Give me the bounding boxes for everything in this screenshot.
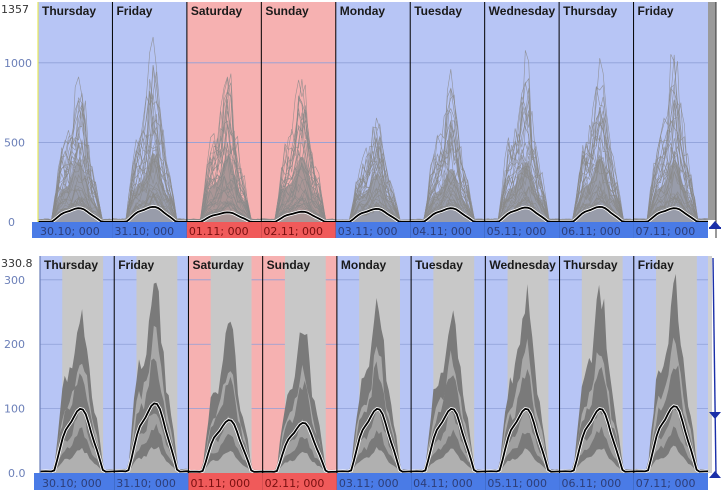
date-label: 03.11; 000: [338, 225, 398, 238]
profile-curve: [37, 91, 709, 222]
y-tick-label: 100: [4, 403, 25, 416]
date-bar-start: [34, 473, 40, 490]
day-label: Tuesday: [415, 258, 463, 272]
y-tick-label: 200: [4, 338, 25, 351]
profile-curve: [37, 79, 709, 222]
bottom-scroll-marker[interactable]: [709, 412, 721, 419]
date-label: 30.10; 000: [40, 225, 100, 238]
y-axis-max: 330.8: [1, 257, 33, 270]
date-cell: [38, 222, 113, 238]
bottom-scroll-marker-end[interactable]: [709, 471, 721, 478]
date-cell: [410, 222, 485, 238]
day-label: Friday: [118, 258, 154, 272]
day-label: Sunday: [265, 4, 309, 18]
date-label: 06.11; 000: [561, 225, 621, 238]
date-cell: [261, 222, 336, 238]
day-label: Saturday: [192, 258, 244, 272]
date-label: 06.11; 000: [562, 477, 622, 490]
date-cell: [262, 473, 337, 490]
date-label: 07.11; 000: [636, 225, 696, 238]
band-low: [40, 445, 708, 473]
profile-curve: [38, 73, 709, 222]
day-label: Friday: [638, 258, 674, 272]
day-label: Wednesday: [489, 4, 556, 18]
y-tick-label: 0: [8, 216, 15, 229]
day-label: Monday: [340, 4, 386, 18]
date-label: 30.10; 000: [42, 477, 102, 490]
date-cell: [335, 222, 411, 238]
date-label: 04.11; 000: [413, 477, 473, 490]
bottom-scrollbar[interactable]: [708, 256, 712, 473]
day-label: Thursday: [564, 258, 618, 272]
top-panel: Thursday Friday Saturday Sunday Monday Tuesda…: [1, 2, 709, 238]
day-label: Thursday: [42, 4, 96, 18]
top-scroll-marker[interactable]: [709, 221, 721, 228]
date-label: 02.11; 000: [265, 477, 325, 490]
curve-density: [38, 153, 708, 222]
date-cell: [633, 473, 708, 490]
day-label: Sunday: [267, 258, 311, 272]
date-cell: [633, 222, 708, 238]
date-cell: [188, 473, 263, 490]
y-tick-label: 500: [4, 136, 25, 149]
y-tick-label: 1000: [4, 57, 32, 70]
date-cell: [411, 473, 486, 490]
day-label: Wednesday: [489, 258, 556, 272]
date-label: 31.10; 000: [116, 477, 176, 490]
date-label: 03.11; 000: [339, 477, 399, 490]
day-label: Friday: [638, 4, 674, 18]
y-tick-label: 0.0: [8, 467, 26, 480]
bottom-panel: Thursday Friday Saturday Sunday Monday Tuesda…: [1, 256, 709, 490]
y-axis-max: 1357: [1, 3, 29, 16]
mean-line: [39, 402, 709, 473]
date-cell: [114, 473, 189, 490]
date-cell: [40, 473, 115, 490]
date-label: 01.11; 000: [189, 225, 249, 238]
top-scrollbar[interactable]: [708, 2, 716, 220]
profile-curve: [37, 36, 709, 221]
date-label: 05.11; 000: [487, 477, 547, 490]
day-label: Thursday: [563, 4, 617, 18]
date-label: 02.11; 000: [263, 225, 323, 238]
date-label: 01.11; 000: [190, 477, 250, 490]
mean-line: [38, 205, 709, 223]
y-tick-label: 300: [4, 274, 25, 287]
date-label: 04.11; 000: [412, 225, 472, 238]
date-label: 31.10; 000: [114, 225, 174, 238]
date-cell: [485, 473, 560, 490]
date-label: 05.11; 000: [487, 225, 547, 238]
date-bar-start: [32, 222, 38, 238]
date-cell: [112, 222, 187, 238]
date-cell: [484, 222, 560, 238]
day-label: Tuesday: [414, 4, 462, 18]
scrollbars[interactable]: [708, 2, 721, 478]
band-lower: [40, 423, 708, 473]
profile-curve: [37, 61, 709, 221]
date-label: 07.11; 000: [636, 477, 696, 490]
day-label: Thursday: [44, 258, 98, 272]
date-cell: [186, 222, 262, 238]
day-label: Friday: [116, 4, 152, 18]
day-label: Saturday: [191, 4, 243, 18]
date-cell: [559, 473, 634, 490]
date-cell: [336, 473, 412, 490]
date-cell: [559, 222, 634, 238]
bottom-scroll-track: [712, 257, 717, 477]
day-label: Monday: [341, 258, 387, 272]
